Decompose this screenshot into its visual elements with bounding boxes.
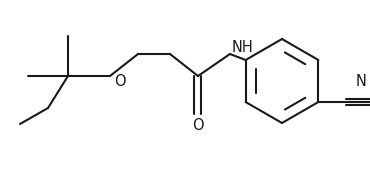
Text: O: O <box>192 118 204 134</box>
Text: O: O <box>114 74 126 89</box>
Text: NH: NH <box>232 40 254 55</box>
Text: N: N <box>356 74 367 89</box>
